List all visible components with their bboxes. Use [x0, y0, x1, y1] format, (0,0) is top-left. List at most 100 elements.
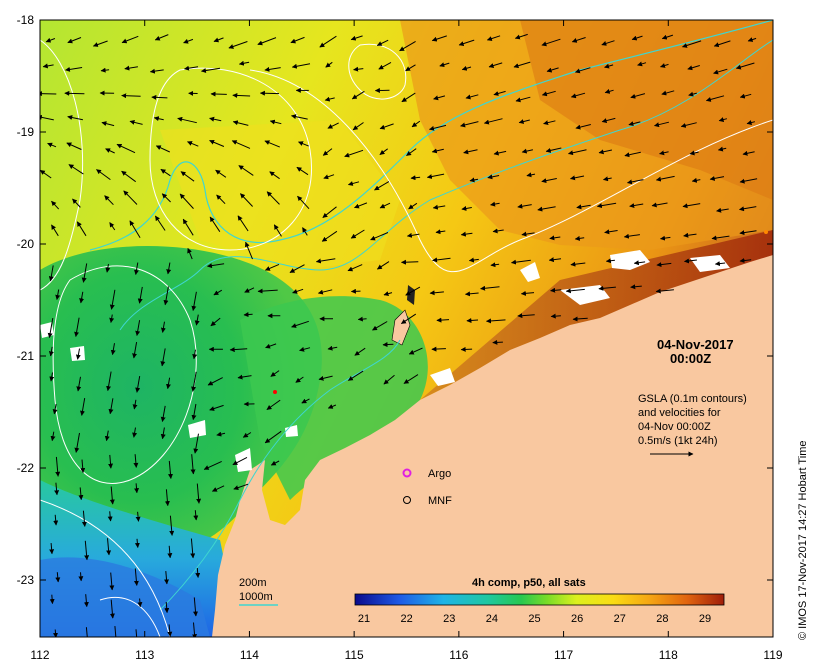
velocity-arrow: [129, 119, 143, 125]
velocity-arrow: [135, 511, 141, 522]
velocity-arrow: [166, 262, 172, 275]
velocity-arrow: [160, 168, 171, 177]
velocity-arrow: [201, 67, 221, 73]
contour-200m: [119, 39, 773, 331]
velocity-arrow: [541, 38, 561, 47]
velocity-arrow: [244, 287, 255, 293]
velocity-arrow: [210, 91, 227, 97]
velocity-arrow: [661, 34, 674, 40]
velocity-arrow: [238, 165, 254, 176]
velocity-arrow: [291, 320, 309, 328]
velocity-arrow: [511, 259, 531, 265]
velocity-arrow: [682, 203, 701, 209]
velocity-arrow: [109, 289, 116, 310]
velocity-arrow: [203, 460, 222, 470]
velocity-arrow: [207, 263, 225, 269]
velocity-arrow: [192, 622, 198, 637]
velocity-arrow: [683, 232, 697, 238]
velocity-arrow: [55, 572, 61, 583]
velocity-arrow: [264, 430, 282, 444]
mnf-legend-label: MNF: [428, 495, 452, 507]
colorbar-tick-label: 27: [614, 613, 626, 625]
velocity-arrow: [709, 175, 725, 181]
velocity-arrow: [378, 61, 392, 70]
velocity-arrow: [295, 376, 304, 383]
velocity-arrow: [154, 34, 169, 41]
velocity-arrow: [327, 345, 338, 351]
velocity-arrow: [48, 346, 54, 357]
velocity-arrow: [550, 287, 562, 293]
velocity-arrow: [327, 122, 339, 129]
velocity-arrow: [229, 347, 248, 353]
velocity-arrow: [289, 264, 305, 273]
velocity-arrow: [105, 148, 115, 154]
velocity-arrow: [132, 427, 138, 438]
velocity-arrow: [406, 148, 417, 157]
velocity-arrow: [490, 262, 500, 268]
info-line-3: 04-Nov 00:00Z: [638, 421, 711, 433]
argo-legend-label: Argo: [428, 468, 451, 480]
colorbar-tick-label: 21: [358, 613, 370, 625]
velocity-arrow: [469, 177, 479, 183]
velocity-arrow: [213, 289, 223, 296]
velocity-arrow: [238, 60, 250, 66]
velocity-arrow: [64, 90, 85, 96]
velocity-arrow: [492, 228, 504, 234]
velocity-arrow: [347, 370, 364, 381]
velocity-arrow: [269, 171, 280, 180]
velocity-arrow: [163, 286, 169, 306]
velocity-arrow: [301, 398, 310, 404]
velocity-arrow: [492, 339, 503, 345]
y-tick-label: -18: [17, 13, 35, 27]
velocity-arrow: [513, 61, 531, 69]
velocity-arrow: [541, 90, 556, 97]
x-tick-label: 117: [554, 648, 573, 662]
velocity-arrow: [526, 172, 536, 178]
plot-frame: [39, 19, 774, 638]
velocity-arrow: [461, 65, 472, 71]
velocity-arrow: [687, 65, 700, 71]
velocity-arrow: [426, 173, 445, 179]
velocity-arrow: [210, 317, 221, 327]
velocity-arrow: [161, 193, 171, 203]
velocity-arrow: [209, 216, 221, 232]
velocity-arrow: [739, 206, 757, 212]
velocity-arrow: [659, 150, 669, 156]
velocity-arrow: [107, 511, 113, 522]
velocity-arrow: [623, 233, 640, 239]
velocity-arrow: [574, 235, 585, 241]
velocity-arrow: [72, 198, 81, 208]
velocity-arrow: [374, 181, 390, 191]
velocity-arrow: [403, 374, 419, 384]
velocity-arrow: [682, 40, 702, 48]
velocity-arrow: [265, 343, 277, 349]
velocity-arrow: [439, 62, 450, 68]
gsla-contour: [149, 67, 312, 251]
velocity-arrow: [291, 114, 308, 120]
argo-marker-icon: [402, 468, 412, 478]
velocity-arrow: [164, 489, 170, 507]
velocity-arrow: [290, 36, 305, 44]
velocity-arrow: [193, 510, 199, 521]
velocity-arrow: [231, 140, 251, 149]
velocity-arrow: [74, 432, 80, 453]
velocity-arrow: [123, 190, 138, 205]
velocity-arrow: [67, 115, 84, 121]
velocity-arrow: [216, 194, 226, 205]
velocity-arrow: [480, 285, 500, 291]
velocity-arrow: [167, 624, 173, 637]
velocity-arrow: [633, 260, 646, 266]
velocity-arrow: [54, 482, 60, 496]
velocity-arrow: [379, 202, 391, 209]
velocity-arrow: [101, 121, 115, 127]
velocity-arrow: [215, 169, 227, 178]
x-tick-label: 118: [659, 648, 678, 662]
mnf-marker-icon: [403, 496, 411, 504]
land-mass: [212, 255, 773, 637]
velocity-arrow: [270, 460, 280, 466]
velocity-arrow: [299, 346, 311, 352]
velocity-arrow: [433, 95, 446, 101]
velocity-arrow: [405, 286, 421, 296]
velocity-arrow: [429, 290, 444, 296]
